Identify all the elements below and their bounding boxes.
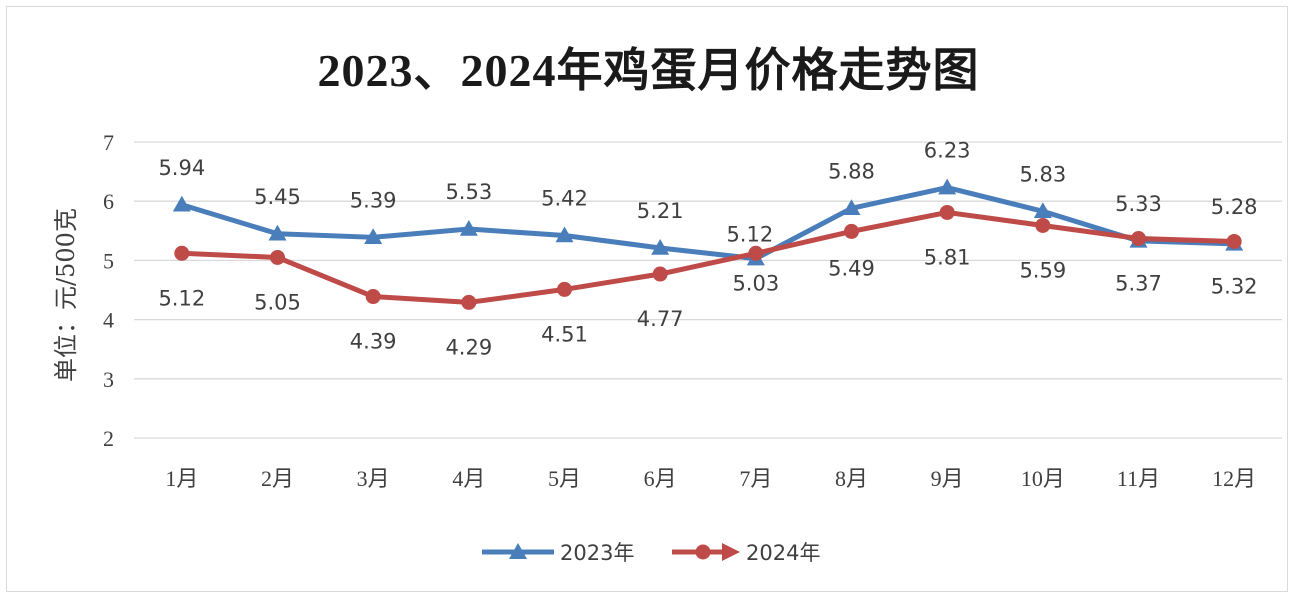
data-label: 5.12 [158, 286, 205, 310]
chart-frame [6, 6, 1288, 592]
triangle-marker [268, 224, 287, 241]
data-label: 5.81 [924, 245, 971, 269]
circle-marker [939, 204, 955, 220]
y-tick-label: 4 [103, 308, 114, 333]
y-tick-label: 2 [103, 426, 114, 451]
y-axis-label: 单位：元/500克 [52, 208, 80, 382]
triangle-marker [651, 238, 670, 255]
y-tick-label: 6 [103, 189, 114, 214]
circle-marker [1035, 217, 1051, 233]
x-tick-label: 5月 [548, 466, 581, 491]
triangle-marker [364, 228, 383, 245]
data-label: 6.23 [924, 139, 971, 163]
data-label: 4.39 [350, 330, 397, 354]
triangle-marker [842, 199, 861, 216]
triangle-marker [555, 226, 574, 243]
circle-marker [1226, 233, 1242, 249]
chart-title: 2023、2024年鸡蛋月价格走势图 [317, 45, 980, 96]
x-tick-label: 6月 [644, 466, 677, 491]
series-markers [172, 178, 1244, 310]
circle-marker [652, 266, 668, 282]
data-label: 5.03 [732, 272, 779, 296]
circle-marker [174, 245, 190, 261]
data-label: 5.12 [726, 222, 773, 246]
x-tick-label: 8月 [835, 466, 868, 491]
x-tick-label: 3月 [357, 466, 390, 491]
y-tick-label: 7 [103, 130, 114, 155]
data-label: 5.42 [541, 187, 588, 211]
x-tick-label: 9月 [931, 466, 964, 491]
circle-marker [365, 289, 381, 305]
circle-marker [557, 281, 572, 297]
data-label: 5.21 [637, 199, 684, 223]
x-tick-label: 7月 [739, 466, 772, 491]
circle-marker [844, 223, 859, 239]
gridlines [134, 141, 1282, 439]
data-label: 5.37 [1115, 271, 1162, 295]
y-tick-label: 5 [103, 248, 114, 273]
data-label: 5.83 [1019, 162, 1066, 186]
x-tick-label: 4月 [452, 466, 485, 491]
data-label: 5.49 [828, 256, 875, 280]
series-line-2 [179, 209, 1237, 305]
x-tick-label: 12月 [1212, 466, 1256, 491]
data-label: 5.32 [1211, 274, 1258, 298]
data-labels: 5.94 5.45 5.39 5.53 5.42 5.21 5.03 5.88 6.23 5.83… [158, 139, 1257, 360]
data-label: 5.33 [1115, 192, 1162, 216]
data-label: 4.77 [637, 307, 684, 331]
x-tick-label: 10月 [1021, 466, 1065, 491]
legend: 2023年 2024年 [482, 541, 820, 565]
legend-arrow-marker [722, 543, 740, 561]
data-label: 5.28 [1211, 195, 1258, 219]
data-label: 5.59 [1019, 258, 1066, 282]
circle-marker [1131, 230, 1146, 246]
data-label: 5.94 [158, 156, 205, 180]
legend-circle-marker [695, 544, 711, 560]
series-line-1 [179, 185, 1237, 262]
x-axis-ticks: 1月 2月 3月 4月 5月 6月 7月 8月 9月 10月 11月 12月 [165, 466, 1256, 491]
x-tick-label: 11月 [1117, 466, 1160, 491]
data-label: 5.05 [254, 290, 301, 314]
data-label: 5.39 [350, 188, 397, 212]
data-label: 5.53 [445, 180, 492, 204]
circle-marker [461, 294, 477, 310]
y-axis-ticks: 2 3 4 5 6 7 [103, 130, 114, 451]
legend-label: 2024年 [746, 541, 820, 565]
circle-marker [270, 249, 285, 265]
data-label: 5.45 [254, 185, 301, 209]
triangle-marker [1033, 202, 1052, 219]
x-tick-label: 1月 [165, 466, 198, 491]
triangle-marker [938, 178, 957, 195]
y-tick-label: 3 [103, 367, 114, 392]
data-label: 4.29 [445, 335, 492, 359]
x-tick-label: 2月 [261, 466, 294, 491]
circle-marker [748, 245, 764, 261]
triangle-marker [459, 220, 478, 236]
triangle-marker [172, 195, 191, 212]
data-label: 5.88 [828, 159, 875, 183]
legend-label: 2023年 [560, 541, 634, 565]
series-lines [179, 185, 1237, 305]
data-label: 4.51 [541, 322, 588, 346]
legend-triangle-marker [509, 543, 527, 559]
